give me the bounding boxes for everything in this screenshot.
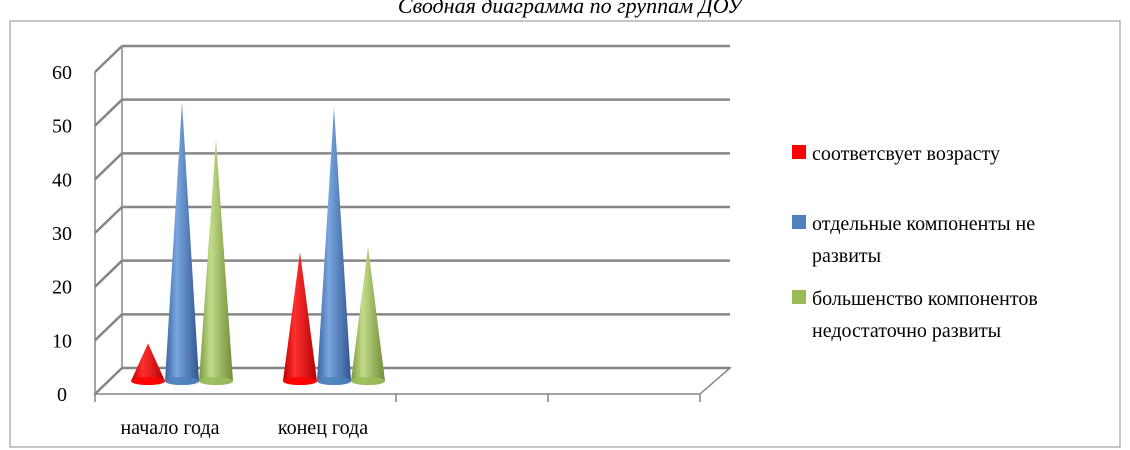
cone-1-1 xyxy=(317,107,351,386)
legend-swatch xyxy=(792,215,806,229)
cone-body xyxy=(351,246,385,385)
axes xyxy=(93,46,733,402)
legend-swatch xyxy=(792,290,806,304)
cone-body xyxy=(317,107,351,386)
y-tick-label: 40 xyxy=(52,169,72,191)
cone-1-0 xyxy=(283,252,317,385)
y-axis-ticks: 0 10 20 30 40 50 60 xyxy=(52,62,72,406)
gridline-side xyxy=(94,313,123,342)
x-axis-ticks: начало года конец года xyxy=(120,417,368,439)
legend-label: большенство компонентов xyxy=(812,288,1038,310)
cone-base xyxy=(131,377,165,385)
chart-floor xyxy=(93,367,733,395)
cone-0-0 xyxy=(131,343,165,385)
y-tick-label: 0 xyxy=(57,384,67,406)
y-tick-label: 30 xyxy=(52,223,72,245)
chart-title: Сводная диаграмма по группам ДОУ xyxy=(398,0,745,18)
cones xyxy=(131,101,385,386)
gridline-side xyxy=(94,259,123,288)
cone-body xyxy=(165,101,199,385)
cone-body xyxy=(199,139,233,385)
y-tick-label: 10 xyxy=(52,330,72,352)
y-tick-label: 50 xyxy=(52,116,72,138)
cone-body xyxy=(131,343,165,385)
legend-label-line2: недостаточно развиты xyxy=(812,320,1001,342)
cone-base xyxy=(283,377,317,385)
cone-0-1 xyxy=(165,101,199,385)
x-tick-label: начало года xyxy=(120,417,219,439)
y-tick-label: 20 xyxy=(52,277,72,299)
gridline-side xyxy=(94,45,123,73)
cone-base xyxy=(199,377,233,385)
x-tick-label: конец года xyxy=(278,417,368,439)
legend-item: отдельные компоненты не развиты xyxy=(792,213,1035,267)
chart-frame xyxy=(9,20,1121,448)
gridline-side xyxy=(94,98,123,127)
legend-item: большенство компонентов недостаточно разв… xyxy=(792,288,1038,342)
cone-0-2 xyxy=(199,139,233,385)
legend-label: отдельные компоненты не xyxy=(812,213,1035,235)
legend-swatch xyxy=(792,145,806,159)
legend: соответсвует возрасту отдельные компонент… xyxy=(792,143,1038,342)
legend-item: соответсвует возрасту xyxy=(792,143,1000,165)
gridline-side xyxy=(94,206,123,234)
cone-base xyxy=(351,377,385,385)
y-tick-label: 60 xyxy=(52,62,72,84)
gridline-side xyxy=(94,152,123,181)
legend-label: соответсвует возрасту xyxy=(812,143,1000,165)
cone-base xyxy=(317,377,351,385)
cone-body xyxy=(283,252,317,385)
legend-label-line2: развиты xyxy=(812,245,881,267)
cone-1-2 xyxy=(351,246,385,385)
cone-base xyxy=(165,377,199,385)
